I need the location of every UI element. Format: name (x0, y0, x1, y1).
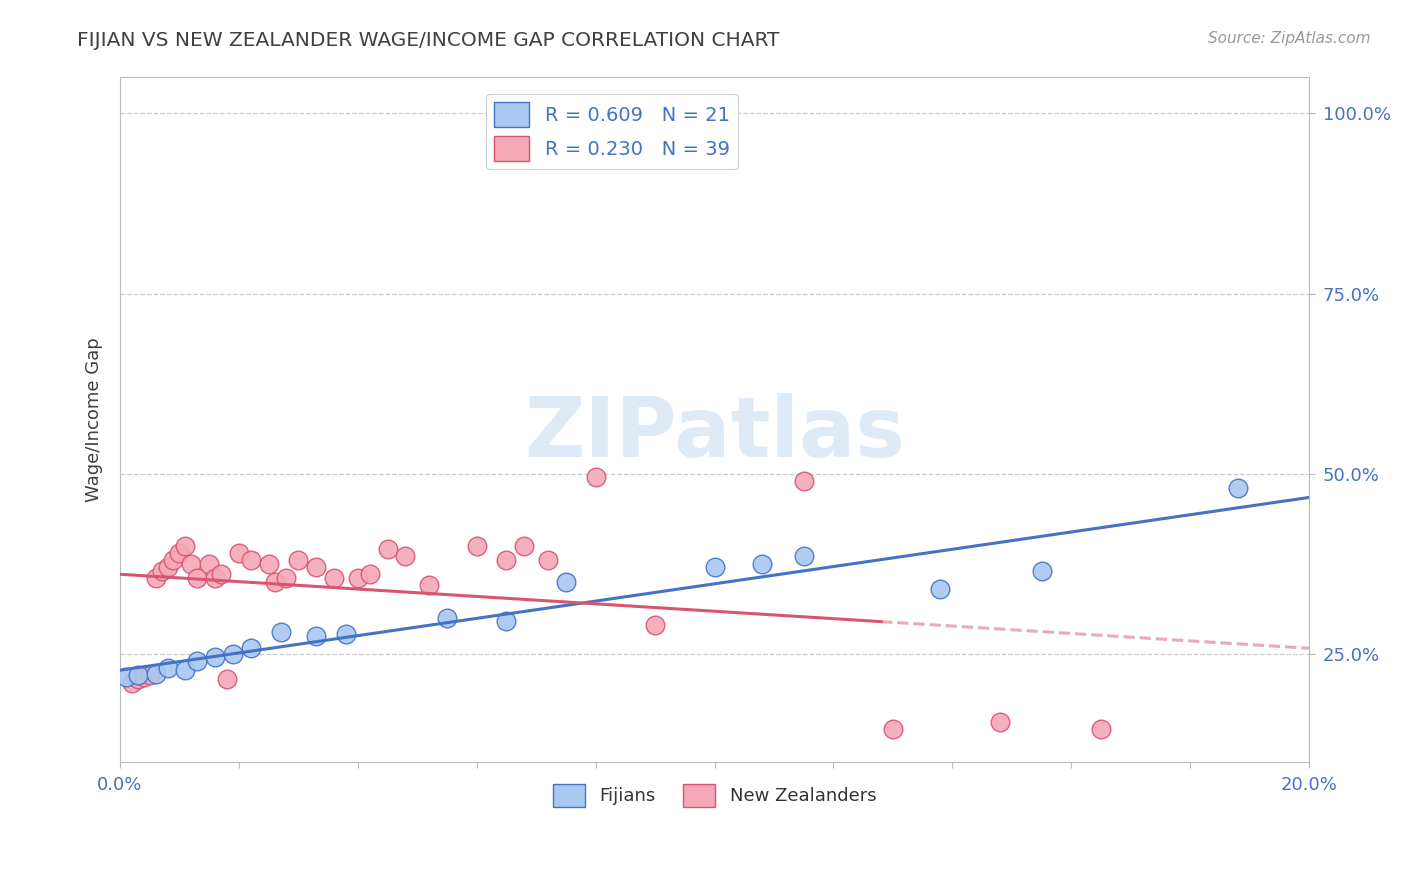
Point (495, 615, 517, 629)
Point (121, 675, 143, 690)
Point (138, 668, 160, 682)
Text: ZIPatlas: ZIPatlas (524, 392, 905, 474)
Point (644, 618, 666, 632)
Point (228, 546, 250, 560)
Point (1226, 481, 1249, 495)
Point (156, 560, 179, 574)
Point (132, 670, 155, 684)
Point (377, 542, 399, 557)
Point (988, 715, 1011, 730)
Point (436, 610, 458, 624)
Point (929, 582, 952, 596)
Point (156, 661, 179, 675)
Point (115, 670, 138, 684)
Point (239, 553, 262, 567)
Point (585, 470, 607, 484)
Point (346, 571, 368, 585)
Point (323, 571, 346, 585)
Point (554, 574, 576, 589)
Text: FIJIAN VS NEW ZEALANDER WAGE/INCOME GAP CORRELATION CHART: FIJIAN VS NEW ZEALANDER WAGE/INCOME GAP … (77, 31, 780, 50)
Point (751, 557, 773, 571)
Point (495, 553, 517, 567)
Point (793, 549, 815, 564)
Legend: Fijians, New Zealanders: Fijians, New Zealanders (546, 777, 884, 814)
Point (263, 574, 285, 589)
Point (162, 553, 184, 567)
Point (145, 571, 167, 585)
Point (169, 546, 191, 560)
Point (513, 539, 536, 553)
Point (257, 557, 280, 571)
Point (150, 564, 173, 578)
Point (198, 557, 221, 571)
Point (145, 666, 167, 681)
Point (204, 571, 226, 585)
Point (537, 553, 560, 567)
Point (270, 625, 292, 640)
Point (127, 668, 149, 682)
Point (793, 474, 815, 488)
Text: Source: ZipAtlas.com: Source: ZipAtlas.com (1208, 31, 1371, 46)
Point (209, 567, 232, 582)
Point (305, 560, 328, 574)
Point (174, 539, 197, 553)
Point (239, 640, 262, 655)
Y-axis label: Wage/Income Gap: Wage/Income Gap (86, 337, 103, 502)
Point (186, 571, 208, 585)
Point (204, 650, 226, 665)
Point (215, 672, 238, 686)
Point (276, 571, 298, 585)
Point (222, 647, 245, 661)
Point (287, 553, 309, 567)
Point (305, 629, 328, 643)
Point (394, 549, 416, 564)
Point (127, 672, 149, 686)
Point (1090, 723, 1112, 737)
Point (465, 539, 488, 553)
Point (174, 663, 197, 677)
Point (180, 557, 202, 571)
Point (359, 567, 381, 582)
Point (186, 654, 208, 668)
Point (882, 723, 904, 737)
Point (418, 578, 440, 592)
Point (703, 560, 725, 574)
Point (335, 626, 357, 640)
Point (1031, 564, 1053, 578)
